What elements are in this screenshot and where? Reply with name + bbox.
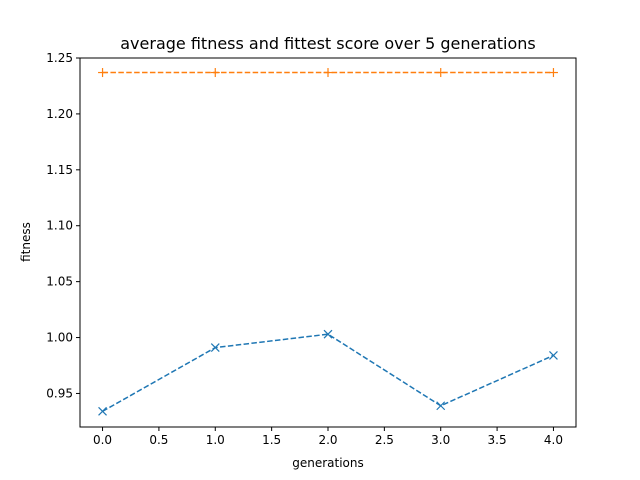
data-point bbox=[210, 343, 220, 353]
data-point bbox=[323, 68, 333, 78]
y-tick-label: 1.25 bbox=[46, 51, 73, 65]
plot-frame bbox=[79, 57, 577, 428]
x-tick-label: 3.5 bbox=[488, 433, 507, 447]
series-layer bbox=[98, 68, 558, 416]
data-point bbox=[436, 401, 446, 411]
data-point bbox=[549, 351, 558, 360]
x-tick-label: 2.5 bbox=[375, 433, 394, 447]
x-axis-label: generations bbox=[292, 456, 364, 470]
data-point bbox=[548, 68, 558, 78]
x-tick-label: 0.0 bbox=[93, 433, 112, 447]
x-tick-label: 0.5 bbox=[149, 433, 168, 447]
data-point bbox=[98, 406, 107, 416]
y-axis: 0.95 1.00 1.05 1.10 1.15 1.20 1.25 bbox=[46, 51, 80, 400]
y-axis-label: fitness bbox=[19, 222, 33, 262]
plot-area bbox=[80, 58, 576, 427]
y-tick-label: 1.20 bbox=[46, 107, 73, 121]
x-tick-label: 2.0 bbox=[318, 433, 337, 447]
data-point bbox=[323, 329, 333, 339]
y-tick-label: 1.00 bbox=[46, 331, 73, 345]
x-tick-label: 4.0 bbox=[544, 433, 563, 447]
y-tick-label: 1.10 bbox=[46, 219, 73, 233]
x-axis: 0.0 0.5 1.0 1.5 2.0 2.5 3.0 3.5 4.0 bbox=[93, 427, 563, 447]
y-tick-label: 1.05 bbox=[46, 275, 73, 289]
data-point bbox=[436, 68, 446, 78]
y-tick-label: 1.15 bbox=[46, 163, 73, 177]
x-tick-label: 3.0 bbox=[431, 433, 450, 447]
data-point bbox=[98, 68, 108, 78]
x-tick-label: 1.5 bbox=[262, 433, 281, 447]
x-tick-label: 1.0 bbox=[206, 433, 225, 447]
y-tick-label: 0.95 bbox=[46, 386, 73, 400]
chart-title: average fitness and fittest score over 5… bbox=[120, 34, 536, 53]
data-point bbox=[210, 68, 220, 78]
